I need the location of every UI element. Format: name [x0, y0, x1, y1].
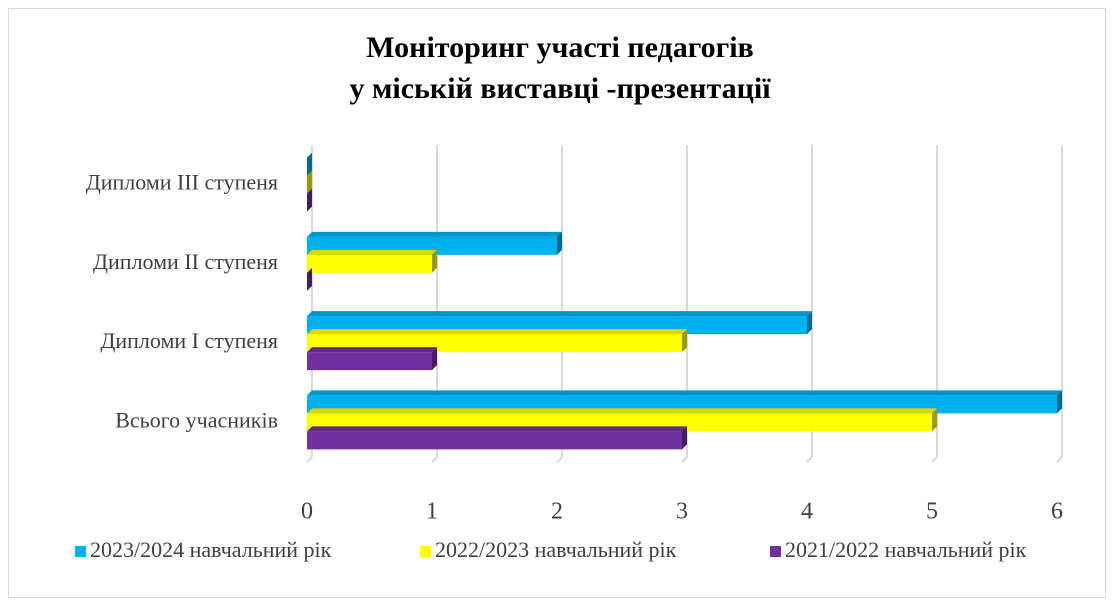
bar-face: [307, 249, 437, 255]
bar-face: [307, 152, 312, 176]
bar: [307, 188, 312, 212]
x-tick-label: 1: [426, 499, 438, 525]
bar: [307, 267, 312, 291]
grid-line: [1056, 456, 1063, 463]
x-tick-label: 0: [301, 499, 313, 525]
bar-face: [307, 347, 437, 353]
bar-face: [432, 347, 437, 371]
chart-border: [8, 8, 1106, 598]
grid-line: [931, 456, 938, 463]
bar-face: [307, 231, 562, 237]
x-tick-label: 2: [551, 499, 563, 525]
y-tick-label: Всього учасників: [115, 407, 278, 432]
y-tick-label: Дипломи ІІІ ступеня: [86, 170, 278, 195]
bar: [307, 249, 437, 273]
legend-label: 2023/2024 навчальний рік: [90, 537, 332, 562]
bar-face: [307, 254, 432, 273]
grid-line: [306, 456, 313, 463]
bar-face: [557, 231, 562, 255]
bar-face: [1057, 390, 1062, 414]
y-tick-label: Дипломи І ступеня: [100, 328, 278, 353]
legend-label: 2022/2023 навчальний рік: [435, 537, 677, 562]
grid-line: [431, 456, 438, 463]
legend-swatch: [770, 546, 781, 557]
bar-face: [682, 329, 687, 353]
bar-face: [682, 426, 687, 450]
grid-line: [556, 456, 563, 463]
bar-face: [307, 426, 687, 432]
x-tick-label: 6: [1051, 499, 1063, 525]
bar: [307, 347, 437, 371]
bar-face: [932, 408, 937, 432]
legend-label: 2021/2022 навчальний рік: [785, 537, 1027, 562]
bar-face: [307, 352, 432, 371]
bar-face: [307, 431, 682, 450]
bar: [307, 170, 312, 194]
x-tick-label: 5: [926, 499, 938, 525]
bar-face: [307, 408, 937, 414]
legend-swatch: [420, 546, 431, 557]
bar-face: [307, 329, 687, 335]
bar-face: [307, 311, 812, 317]
bar-face: [307, 170, 312, 194]
bar-face: [307, 188, 312, 212]
legend-swatch: [75, 546, 86, 557]
grid-line: [806, 456, 813, 463]
bar-face: [307, 390, 1062, 396]
grid-line: [681, 456, 688, 463]
bar-face: [807, 311, 812, 335]
bar-face: [307, 267, 312, 291]
y-tick-label: Дипломи ІІ ступеня: [93, 249, 278, 274]
bar: [307, 152, 312, 176]
chart-title: Моніторинг участі педагогів: [366, 31, 753, 64]
bar: [307, 426, 687, 450]
bar-face: [432, 249, 437, 273]
x-tick-label: 3: [676, 499, 688, 525]
x-tick-label: 4: [801, 499, 813, 525]
chart-title: у міській виставці -презентації: [349, 72, 771, 105]
